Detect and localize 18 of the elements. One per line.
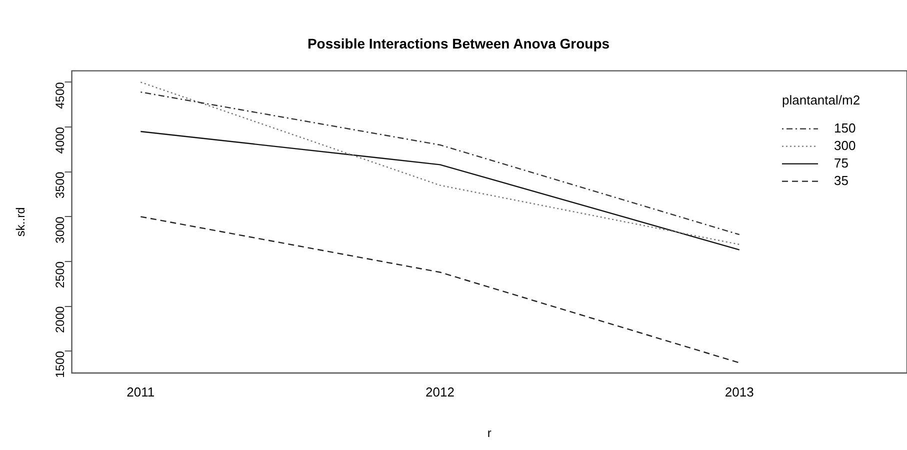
- y-tick-label: 3500: [53, 172, 68, 199]
- y-tick-label: 2000: [53, 306, 68, 334]
- y-axis-title: sk..rd: [14, 207, 28, 237]
- x-axis-title: r: [487, 426, 492, 440]
- x-tick-label: 2012: [426, 384, 454, 400]
- legend-label: 150: [834, 120, 856, 136]
- legend-label: 75: [834, 155, 848, 170]
- x-tick-label: 2013: [724, 384, 754, 400]
- chart-title: Possible Interactions Between Anova Groups: [307, 35, 610, 52]
- y-tick-label: 1500: [53, 350, 68, 378]
- x-tick-label: 2011: [126, 384, 155, 400]
- y-tick-label: 4500: [53, 82, 68, 109]
- legend-label: 300: [834, 138, 856, 153]
- legend-title: plantantal/m2: [782, 92, 860, 108]
- y-tick-label: 4000: [53, 126, 68, 154]
- y-tick-label: 3000: [53, 216, 68, 244]
- legend-label: 35: [834, 172, 848, 188]
- y-tick-label: 2500: [53, 261, 68, 288]
